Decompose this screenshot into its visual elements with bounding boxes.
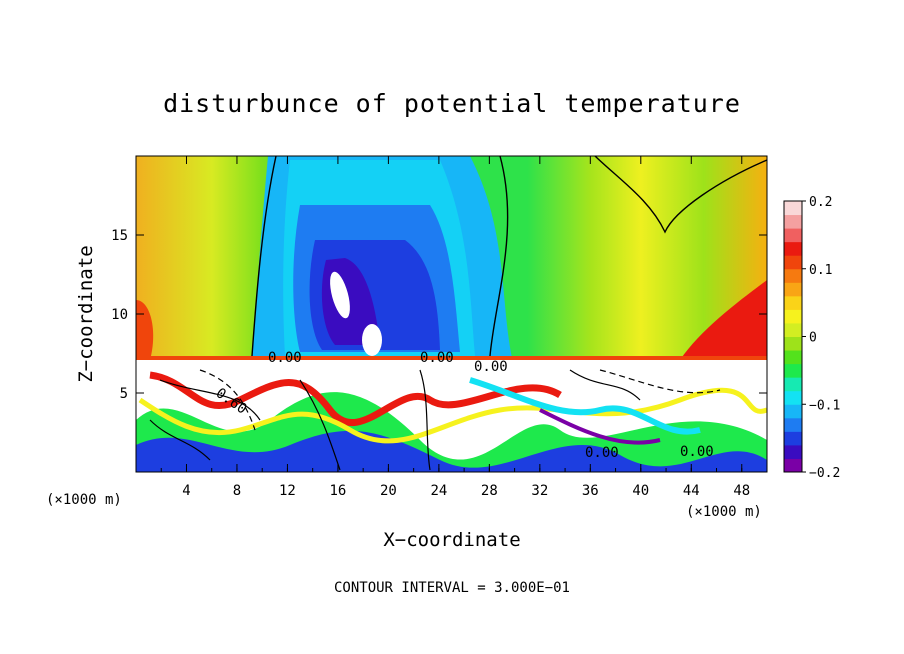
y-axis-label: Z−coordinate — [75, 245, 97, 382]
lower-band-red — [149, 371, 562, 427]
colorbar-swatch — [784, 295, 802, 310]
colorbar-swatch — [784, 377, 802, 392]
x-axis-label: X−coordinate — [383, 529, 520, 551]
x-units-left: (×1000 m) — [46, 492, 122, 508]
colorbar: 0.2 0.1 0 −0.1 −0.2 — [783, 195, 840, 481]
negative-contour-lower — [199, 369, 721, 431]
x-tick-label: 40 — [632, 483, 649, 499]
colorbar-swatch — [784, 268, 802, 283]
x-tick-label: 12 — [279, 483, 296, 499]
colorbar-swatch — [784, 214, 802, 229]
colorbar-swatch — [784, 282, 802, 297]
lower-band-purple — [539, 408, 661, 445]
colorbar-tick-label: 0 — [809, 331, 817, 346]
x-tick-label: 36 — [582, 483, 599, 499]
colorbar-swatch — [784, 241, 802, 256]
contour-label: 0.00 — [268, 350, 302, 366]
colorbar-swatch — [784, 350, 802, 365]
colorbar-swatch — [784, 201, 802, 216]
colorbar-swatch — [784, 390, 802, 405]
colorbar-tick-label: 0.2 — [809, 195, 832, 210]
cold-anomaly-min — [330, 271, 350, 319]
warm-anomaly-left — [136, 300, 154, 360]
contour-label: 0.00 — [420, 350, 454, 366]
zero-contour-lower — [149, 369, 641, 471]
colorbar-swatch — [784, 336, 802, 351]
colorbar-swatch — [784, 228, 802, 243]
x-tick-label: 16 — [329, 483, 346, 499]
x-tick-label: 20 — [380, 483, 397, 499]
x-tick-label: 8 — [233, 483, 241, 499]
colorbar-swatch — [784, 363, 802, 378]
y-tick-label: 15 — [111, 228, 128, 244]
x-tick-label: 28 — [481, 483, 498, 499]
plot-area — [136, 156, 767, 472]
y-tick-label: 5 — [120, 386, 128, 402]
x-tick-label: 24 — [430, 483, 447, 499]
x-tick-label: 4 — [182, 483, 190, 499]
colorbar-swatch — [784, 458, 802, 473]
colorbar-tick-label: −0.1 — [809, 398, 840, 413]
colorbar-swatch — [784, 417, 802, 432]
colorbar-swatch — [784, 404, 802, 419]
colorbar-swatch — [784, 255, 802, 270]
x-tick-label: 32 — [531, 483, 548, 499]
x-tick-label: 44 — [683, 483, 700, 499]
cold-anomaly-min2 — [362, 324, 382, 356]
colorbar-tick-label: 0.1 — [809, 263, 832, 278]
y-tick-label: 10 — [111, 307, 128, 323]
lower-band-blue — [136, 430, 767, 472]
warm-anomaly-right — [680, 280, 767, 360]
colorbar-tick-label: −0.2 — [809, 466, 840, 481]
x-units-right: (×1000 m) — [686, 504, 762, 520]
y-axis: 5 10 15 — [111, 228, 767, 402]
contour-label: 0.00 — [680, 444, 714, 460]
colorbar-swatch — [784, 309, 802, 324]
contour-label: 0.00 — [474, 359, 508, 375]
lower-band-cyan — [469, 377, 701, 435]
contour-label: 0.00 — [585, 445, 619, 461]
contour-interval-note: CONTOUR INTERVAL = 3.000E−01 — [334, 580, 570, 596]
zero-contour-upper — [251, 156, 767, 357]
colorbar-swatch — [784, 444, 802, 459]
colorbar-swatch — [784, 431, 802, 446]
chart-title: disturbunce of potential temperature — [163, 89, 741, 118]
x-axis: 4 8 12 16 20 24 28 32 36 40 44 48 — [135, 156, 768, 499]
lower-band-yellow — [138, 387, 767, 444]
colorbar-swatch — [784, 322, 802, 337]
x-tick-label: 48 — [733, 483, 750, 499]
